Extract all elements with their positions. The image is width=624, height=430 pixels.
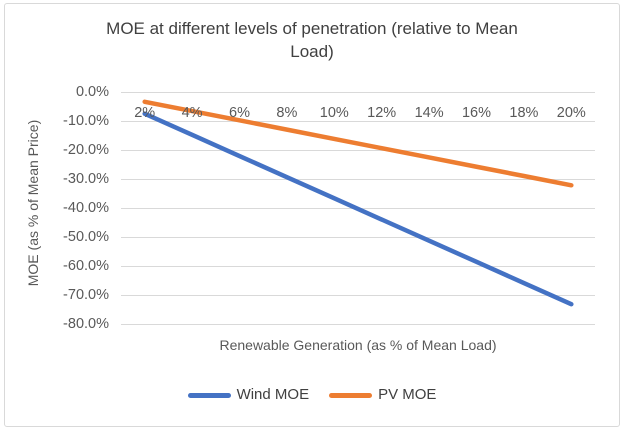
x-tick-label: 16% bbox=[461, 105, 492, 121]
x-tick-label: 4% bbox=[181, 105, 203, 121]
chart-border bbox=[4, 3, 620, 427]
wind-moe-line bbox=[142, 111, 574, 307]
pv-moe-line-swatch bbox=[329, 392, 373, 398]
x-tick-label: 14% bbox=[414, 105, 444, 121]
y-tick-label: -50.0% bbox=[63, 229, 109, 245]
y-tick-label: -20.0% bbox=[63, 142, 109, 158]
x-tick-label: 12% bbox=[367, 105, 397, 121]
legend: Wind MOE PV MOE bbox=[0, 386, 624, 404]
x-axis-title: Renewable Generation (as % of Mean Load) bbox=[219, 337, 497, 353]
x-tick-label: 6% bbox=[229, 105, 250, 121]
y-axis-title: MOE (as % of Mean Price) bbox=[25, 119, 41, 287]
legend-label-wind-moe: Wind MOE bbox=[236, 386, 310, 403]
pv-moe-line bbox=[142, 99, 574, 188]
y-tick-label: -60.0% bbox=[63, 258, 109, 274]
x-tick-label: 18% bbox=[509, 105, 539, 121]
x-tick-label: 20% bbox=[556, 105, 586, 121]
y-tick-label: -40.0% bbox=[63, 200, 109, 216]
chart-title: MOE at different levels of penetration (… bbox=[106, 19, 518, 61]
x-tick-label: 10% bbox=[319, 105, 349, 121]
x-tick-label: 2% bbox=[134, 105, 156, 121]
legend-item-pv-moe: PV MOE bbox=[329, 386, 436, 404]
y-tick-label: -80.0% bbox=[63, 316, 109, 332]
legend-label-pv-moe: PV MOE bbox=[378, 386, 437, 403]
y-tick-label: -30.0% bbox=[63, 171, 109, 187]
y-tick-label: 0.0% bbox=[75, 84, 109, 100]
x-tick-label: 8% bbox=[276, 105, 298, 121]
y-tick-label: -70.0% bbox=[63, 287, 109, 303]
wind-moe-line-swatch bbox=[187, 392, 231, 398]
legend-item-wind-moe: Wind MOE bbox=[187, 386, 310, 404]
y-tick-label: -10.0% bbox=[63, 113, 109, 129]
